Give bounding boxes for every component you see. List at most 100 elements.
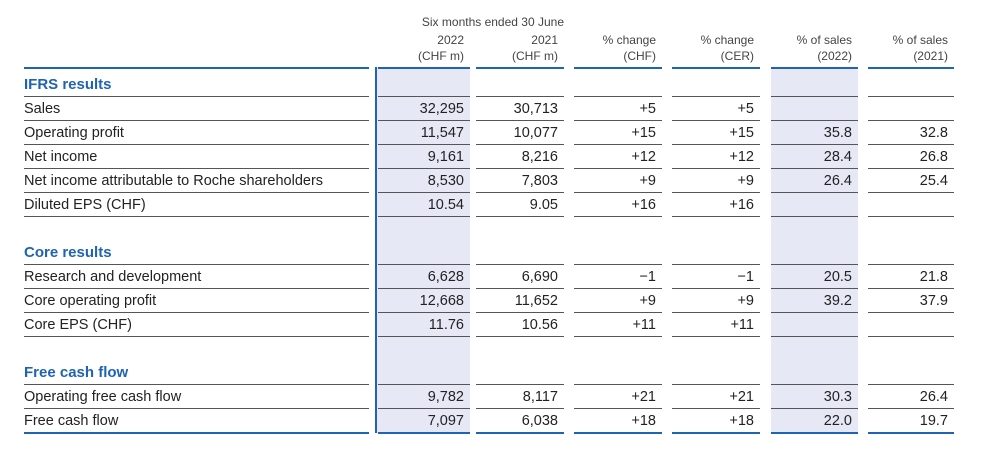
header-rule <box>24 67 369 69</box>
row-divider <box>672 168 760 169</box>
row-divider <box>476 432 564 434</box>
table-cell: 32,295 <box>419 101 464 117</box>
row-divider <box>378 144 470 145</box>
row-divider <box>378 408 470 409</box>
row-divider <box>24 408 369 409</box>
row-divider <box>771 144 858 145</box>
table-cell: +9 <box>737 293 754 309</box>
row-divider <box>868 336 954 337</box>
table-cell: 37.9 <box>919 293 948 309</box>
row-divider <box>574 336 662 337</box>
table-cell: +18 <box>631 413 656 429</box>
table-cell: 26.8 <box>919 149 948 165</box>
row-divider <box>868 96 954 97</box>
row-divider <box>24 192 369 193</box>
table-cell: 6,628 <box>427 269 464 285</box>
table-cell: 22.0 <box>823 413 852 429</box>
row-divider <box>378 120 470 121</box>
table-cell: 8,530 <box>427 173 464 189</box>
row-divider <box>672 336 760 337</box>
header-rule <box>771 67 858 69</box>
column-header-2022: 2022 (CHF m) <box>418 33 464 63</box>
row-divider <box>378 432 470 434</box>
row-divider <box>672 216 760 217</box>
table-cell: 20.5 <box>823 269 852 285</box>
row-divider <box>378 288 470 289</box>
row-divider <box>672 120 760 121</box>
table-cell: 7,803 <box>521 173 558 189</box>
row-divider <box>24 336 369 337</box>
table-cell: +21 <box>631 389 656 405</box>
table-cell: 21.8 <box>919 269 948 285</box>
row-divider <box>24 96 369 97</box>
row-divider <box>574 384 662 385</box>
row-divider <box>24 144 369 145</box>
row-divider <box>378 384 470 385</box>
row-divider <box>24 168 369 169</box>
row-divider <box>868 288 954 289</box>
row-label: Core operating profit <box>24 293 157 309</box>
row-divider <box>574 216 662 217</box>
table-cell: +18 <box>729 413 754 429</box>
table-cell: +9 <box>639 293 656 309</box>
header-rule <box>868 67 954 69</box>
table-cell: 35.8 <box>823 125 852 141</box>
row-divider <box>378 264 470 265</box>
table-cell: +12 <box>631 149 656 165</box>
row-divider <box>24 384 369 385</box>
header-rule <box>672 67 760 69</box>
table-cell: 19.7 <box>919 413 948 429</box>
table-cell: −1 <box>639 269 656 285</box>
row-divider <box>672 264 760 265</box>
table-cell: 11.76 <box>428 317 464 333</box>
table-cell: 6,690 <box>521 269 558 285</box>
row-divider <box>771 432 858 434</box>
row-divider <box>378 168 470 169</box>
table-cell: 10.56 <box>521 317 558 333</box>
row-divider <box>378 312 470 313</box>
row-divider <box>771 96 858 97</box>
row-divider <box>574 144 662 145</box>
section-title-core: Core results <box>24 244 112 261</box>
row-divider <box>771 336 858 337</box>
row-divider <box>476 216 564 217</box>
table-cell: +9 <box>737 173 754 189</box>
row-divider <box>868 384 954 385</box>
row-divider <box>476 336 564 337</box>
row-divider <box>476 168 564 169</box>
table-cell: 11,652 <box>514 293 558 309</box>
table-cell: +11 <box>730 317 754 333</box>
row-label: Net income attributable to Roche shareho… <box>24 173 324 189</box>
row-divider <box>476 264 564 265</box>
row-divider <box>771 312 858 313</box>
table-cell: 9,782 <box>427 389 464 405</box>
row-divider <box>771 120 858 121</box>
row-divider <box>868 168 954 169</box>
row-label: Operating free cash flow <box>24 389 182 405</box>
row-divider <box>672 312 760 313</box>
row-divider <box>378 192 470 193</box>
period-header: Six months ended 30 June <box>421 15 564 29</box>
row-divider <box>771 408 858 409</box>
row-divider <box>574 96 662 97</box>
row-divider <box>24 432 369 434</box>
row-divider <box>868 120 954 121</box>
table-cell: +15 <box>631 125 656 141</box>
table-cell: +16 <box>631 197 656 213</box>
row-divider <box>771 168 858 169</box>
row-divider <box>771 216 858 217</box>
header-rule <box>476 67 564 69</box>
row-label: Diluted EPS (CHF) <box>24 197 146 213</box>
row-divider <box>672 384 760 385</box>
table-cell: +15 <box>729 125 754 141</box>
row-label: Research and development <box>24 269 202 285</box>
row-label: Net income <box>24 149 98 165</box>
table-cell: 10,077 <box>513 125 558 141</box>
table-cell: +12 <box>729 149 754 165</box>
row-label: Operating profit <box>24 125 124 141</box>
row-divider <box>672 432 760 434</box>
row-divider <box>771 384 858 385</box>
row-divider <box>672 96 760 97</box>
row-divider <box>771 192 858 193</box>
table-cell: +9 <box>639 173 656 189</box>
